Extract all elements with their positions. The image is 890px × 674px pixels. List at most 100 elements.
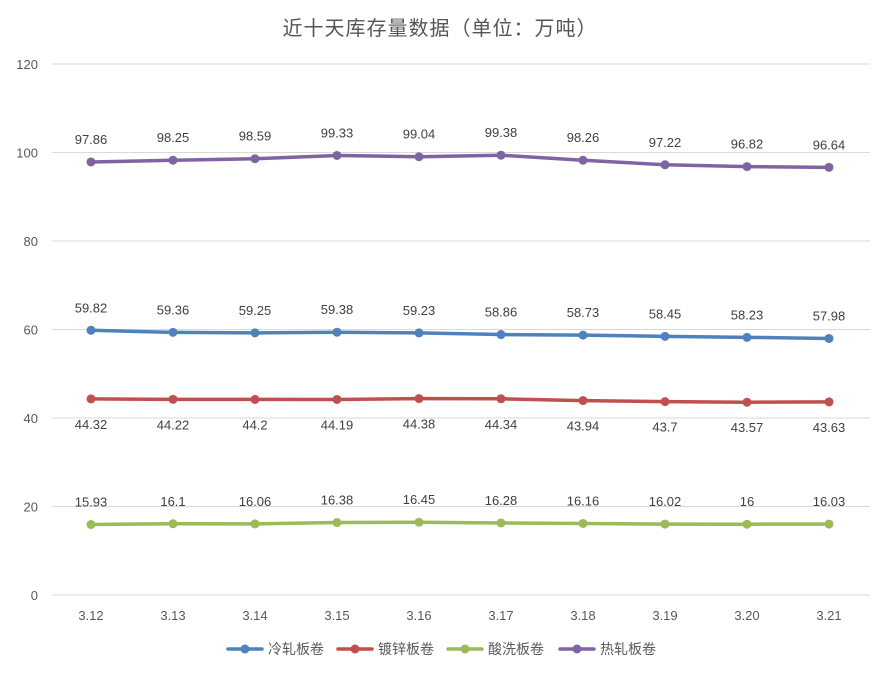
- data-point: [250, 394, 260, 404]
- data-point: [660, 519, 670, 529]
- x-tick-label: 3.17: [488, 608, 513, 623]
- data-point: [742, 332, 752, 342]
- data-point: [496, 394, 506, 404]
- y-tick-label: 100: [16, 146, 38, 161]
- data-label: 16.28: [485, 493, 518, 508]
- data-point: [168, 327, 178, 337]
- data-point: [414, 328, 424, 338]
- x-tick-label: 3.20: [734, 608, 759, 623]
- data-point: [578, 155, 588, 165]
- series-line: [89, 153, 831, 170]
- data-point: [742, 162, 752, 172]
- data-point: [332, 394, 342, 404]
- legend-marker: [460, 644, 470, 654]
- data-label: 99.04: [403, 127, 436, 142]
- data-point: [578, 518, 588, 528]
- data-label: 98.59: [239, 129, 272, 144]
- data-point: [250, 328, 260, 338]
- data-label: 96.82: [731, 137, 764, 152]
- series-line: [89, 328, 831, 341]
- data-point: [660, 397, 670, 407]
- data-point: [168, 155, 178, 165]
- data-point: [332, 327, 342, 337]
- x-tick-label: 3.15: [324, 608, 349, 623]
- data-label: 16.02: [649, 494, 682, 509]
- chart-title: 近十天库存量数据（单位：万吨）: [283, 16, 598, 40]
- data-point: [414, 394, 424, 404]
- legend-label: 酸洗板卷: [488, 642, 544, 658]
- x-tick-label: 3.12: [78, 608, 103, 623]
- series-3: [86, 517, 834, 530]
- data-labels: 59.82 59.36 59.25 59.38 59.23 58.86 58.73 58.45…: [75, 125, 846, 509]
- y-tick-label: 20: [24, 500, 38, 515]
- data-point: [332, 150, 342, 160]
- data-point: [578, 396, 588, 406]
- data-label: 58.86: [485, 305, 518, 320]
- x-tick-label: 3.18: [570, 608, 595, 623]
- y-tick-label: 120: [16, 57, 38, 72]
- data-label: 16.45: [403, 492, 436, 507]
- legend-marker: [350, 644, 360, 654]
- data-label: 44.38: [403, 417, 436, 432]
- data-label: 58.23: [731, 307, 764, 322]
- data-label: 16.03: [813, 494, 846, 509]
- data-label: 16: [740, 494, 754, 509]
- data-point: [86, 394, 96, 404]
- series-line: [89, 396, 831, 404]
- data-label: 43.94: [567, 419, 600, 434]
- data-point: [742, 519, 752, 529]
- y-tick-label: 60: [24, 323, 38, 338]
- data-label: 98.26: [567, 130, 600, 145]
- data-label: 59.23: [403, 303, 436, 318]
- legend: 冷轧板卷 镀锌板卷 酸洗板卷 热轧板卷: [226, 641, 656, 658]
- data-point: [168, 519, 178, 529]
- data-point: [824, 519, 834, 529]
- data-label: 43.63: [813, 420, 846, 435]
- x-axis-ticks: 3.12 3.13 3.14 3.15 3.16 3.17 3.18 3.19 3.20 3.21: [78, 608, 841, 623]
- y-tick-label: 0: [31, 588, 38, 603]
- data-label: 43.57: [731, 420, 764, 435]
- data-label: 59.38: [321, 302, 354, 317]
- y-tick-label: 80: [24, 234, 38, 249]
- data-point: [742, 397, 752, 407]
- x-tick-label: 3.13: [160, 608, 185, 623]
- data-label: 58.73: [567, 305, 600, 320]
- legend-item: 冷轧板卷: [226, 642, 324, 658]
- data-label: 44.34: [485, 417, 518, 432]
- x-tick-label: 3.14: [242, 608, 267, 623]
- data-label: 44.22: [157, 417, 190, 432]
- data-point: [86, 325, 96, 335]
- legend-marker: [240, 644, 250, 654]
- data-label: 16.38: [321, 493, 354, 508]
- data-point: [496, 518, 506, 528]
- data-label: 16.06: [239, 494, 272, 509]
- data-point: [824, 162, 834, 172]
- data-label: 57.98: [813, 308, 846, 323]
- series-2: [86, 394, 834, 407]
- data-label: 97.86: [75, 132, 108, 147]
- data-label: 58.45: [649, 306, 682, 321]
- data-point: [660, 160, 670, 170]
- data-point: [250, 519, 260, 529]
- legend-item: 酸洗板卷: [446, 642, 544, 658]
- data-label: 43.7: [652, 420, 677, 435]
- data-label: 59.36: [157, 302, 190, 317]
- data-point: [824, 333, 834, 343]
- data-point: [660, 331, 670, 341]
- gridlines: [52, 63, 870, 596]
- data-label: 44.19: [321, 417, 354, 432]
- data-label: 98.25: [157, 130, 190, 145]
- data-point: [250, 154, 260, 164]
- series-line: [89, 520, 831, 527]
- data-point: [86, 520, 96, 530]
- legend-label: 镀锌板卷: [378, 641, 434, 658]
- x-tick-label: 3.19: [652, 608, 677, 623]
- legend-item: 热轧板卷: [558, 642, 656, 658]
- legend-label: 热轧板卷: [600, 642, 656, 658]
- data-label: 97.22: [649, 135, 682, 150]
- data-point: [578, 330, 588, 340]
- data-label: 44.2: [242, 417, 267, 432]
- x-tick-label: 3.16: [406, 608, 431, 623]
- data-point: [86, 157, 96, 167]
